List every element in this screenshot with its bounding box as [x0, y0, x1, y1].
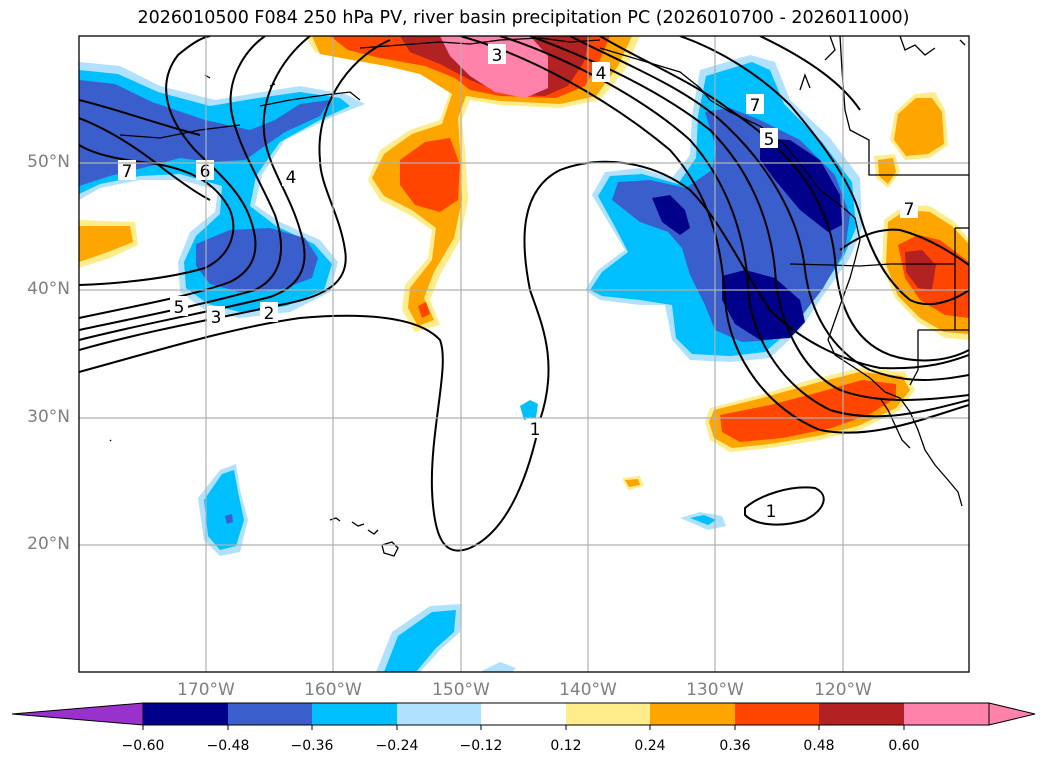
colorbar-tick-label: −0.48	[206, 738, 250, 754]
colorbar-tick-label: −0.12	[459, 738, 503, 754]
negative-anomaly-northeast	[585, 55, 862, 362]
contour-label-masks	[118, 44, 918, 520]
contour-label: 7	[904, 200, 915, 220]
lon-label: 150°W	[432, 680, 490, 700]
colorbar	[11, 702, 1036, 730]
contour-label: 1	[766, 502, 777, 522]
colorbar-tick-label: 0.60	[888, 738, 920, 754]
map-title: 2026010500 F084 250 hPa PV, river basin …	[137, 8, 910, 28]
lat-label: 30°N	[27, 407, 70, 427]
contour-label: 7	[750, 96, 761, 116]
lon-label: 120°W	[814, 680, 872, 700]
map-frame	[78, 35, 970, 673]
colorbar-tick-label: 0.36	[719, 738, 751, 754]
lon-label: 130°W	[686, 680, 744, 700]
contour-label: 6	[200, 162, 211, 182]
contour-label: 5	[174, 298, 185, 318]
colorbar-extend-high	[988, 702, 1036, 726]
contour-label: 3	[492, 46, 503, 66]
positive-anomaly-east	[874, 92, 969, 340]
positive-anomaly-southeast	[622, 368, 915, 490]
gridlines	[79, 36, 969, 672]
map-field-layer: 7 6 4 5 3 2 3 4 7 5 7 1 1	[79, 36, 969, 672]
colorbar-tick-label: 0.48	[803, 738, 835, 754]
lat-label: 40°N	[27, 279, 70, 299]
lon-label: 140°W	[559, 680, 617, 700]
coastlines	[119, 36, 969, 507]
contour-label: 4	[596, 64, 607, 84]
contour-label: 7	[122, 162, 133, 182]
lon-label: 160°W	[304, 680, 362, 700]
lon-label: 170°W	[177, 680, 235, 700]
positive-anomaly-west-edge	[79, 220, 138, 268]
lat-label: 50°N	[27, 152, 70, 172]
colorbar-tick-label: 0.24	[634, 738, 666, 754]
colorbar-extend-low	[11, 702, 144, 726]
colorbar-tick-label: 0.12	[550, 738, 582, 754]
colorbar-tick-label: −0.60	[121, 738, 165, 754]
lat-label: 20°N	[27, 534, 70, 554]
pv-contours	[79, 36, 969, 552]
colorbar-tick-label: −0.36	[290, 738, 334, 754]
negative-anomaly-northwest	[79, 62, 365, 318]
contour-label: 5	[764, 130, 775, 150]
contour-label: 1	[530, 420, 541, 440]
contour-label: 3	[211, 308, 222, 328]
colorbar-tick-label: −0.24	[375, 738, 419, 754]
contour-label: 2	[264, 304, 275, 324]
contour-label: 4	[286, 168, 297, 188]
